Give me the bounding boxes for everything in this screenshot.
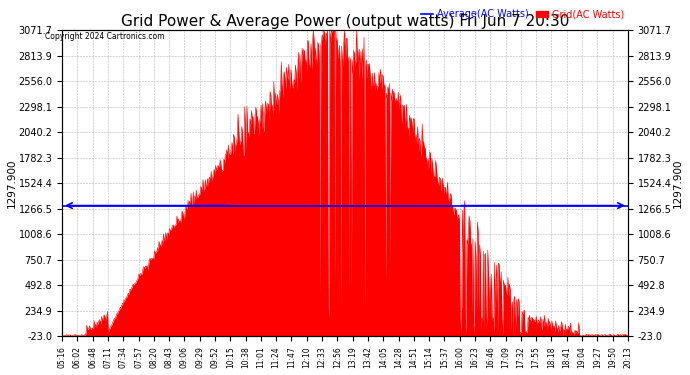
Text: Copyright 2024 Cartronics.com: Copyright 2024 Cartronics.com (45, 32, 164, 41)
Title: Grid Power & Average Power (output watts) Fri Jun 7 20:30: Grid Power & Average Power (output watts… (121, 14, 569, 29)
Legend: Average(AC Watts), Grid(AC Watts): Average(AC Watts), Grid(AC Watts) (417, 6, 628, 23)
Y-axis label: 1297.900: 1297.900 (7, 159, 17, 208)
Y-axis label: 1297.900: 1297.900 (673, 159, 683, 208)
